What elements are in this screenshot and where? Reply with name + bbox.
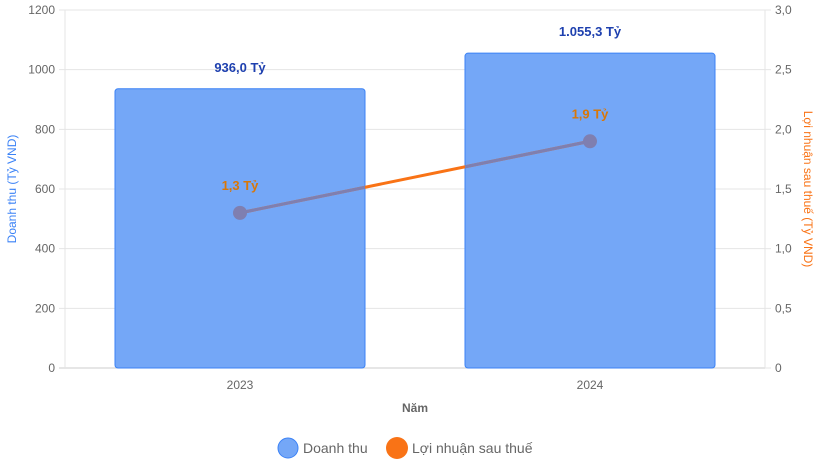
- bar-2024: [464, 52, 716, 369]
- right-tick-label: 2,0: [775, 122, 792, 136]
- x-tick-label: 2024: [577, 378, 604, 392]
- bar-data-label: 1.055,3 Tỷ: [559, 24, 622, 39]
- profit-point-2023: [233, 205, 247, 220]
- left-tick-label: 600: [35, 182, 55, 196]
- x-axis-title: Năm: [402, 401, 428, 415]
- right-tick-label: 3,0: [775, 3, 792, 17]
- left-tick-label: 1200: [28, 3, 55, 17]
- right-axis-title: Lợi nhuận sau thuế (Tỷ VND): [801, 111, 815, 268]
- left-tick-label: 800: [35, 122, 55, 136]
- left-tick-label: 200: [35, 301, 55, 315]
- left-tick-label: 1000: [28, 63, 55, 77]
- right-tick-label: 0: [775, 361, 782, 375]
- legend-swatch-profit: [386, 437, 408, 459]
- right-tick-label: 0,5: [775, 301, 792, 315]
- profit-point-2024: [583, 134, 597, 149]
- bar-data-label: 936,0 Tỷ: [214, 60, 266, 75]
- left-tick-label: 400: [35, 242, 55, 256]
- bar-2023: [114, 88, 366, 369]
- right-tick-label: 2,5: [775, 63, 792, 77]
- line-data-label: 1,9 Tỷ: [572, 106, 610, 121]
- legend-label-profit: Lợi nhuận sau thuế: [412, 440, 533, 456]
- right-tick-label: 1,5: [775, 182, 792, 196]
- x-tick-label: 2023: [227, 378, 254, 392]
- left-tick-label: 0: [48, 361, 55, 375]
- right-tick-label: 1,0: [775, 242, 792, 256]
- legend-swatch-revenue: [277, 437, 299, 459]
- legend-label-revenue: Doanh thu: [303, 440, 368, 456]
- left-axis-title: Doanh thu (Tỷ VND): [5, 135, 19, 244]
- line-data-label: 1,3 Tỷ: [222, 178, 260, 193]
